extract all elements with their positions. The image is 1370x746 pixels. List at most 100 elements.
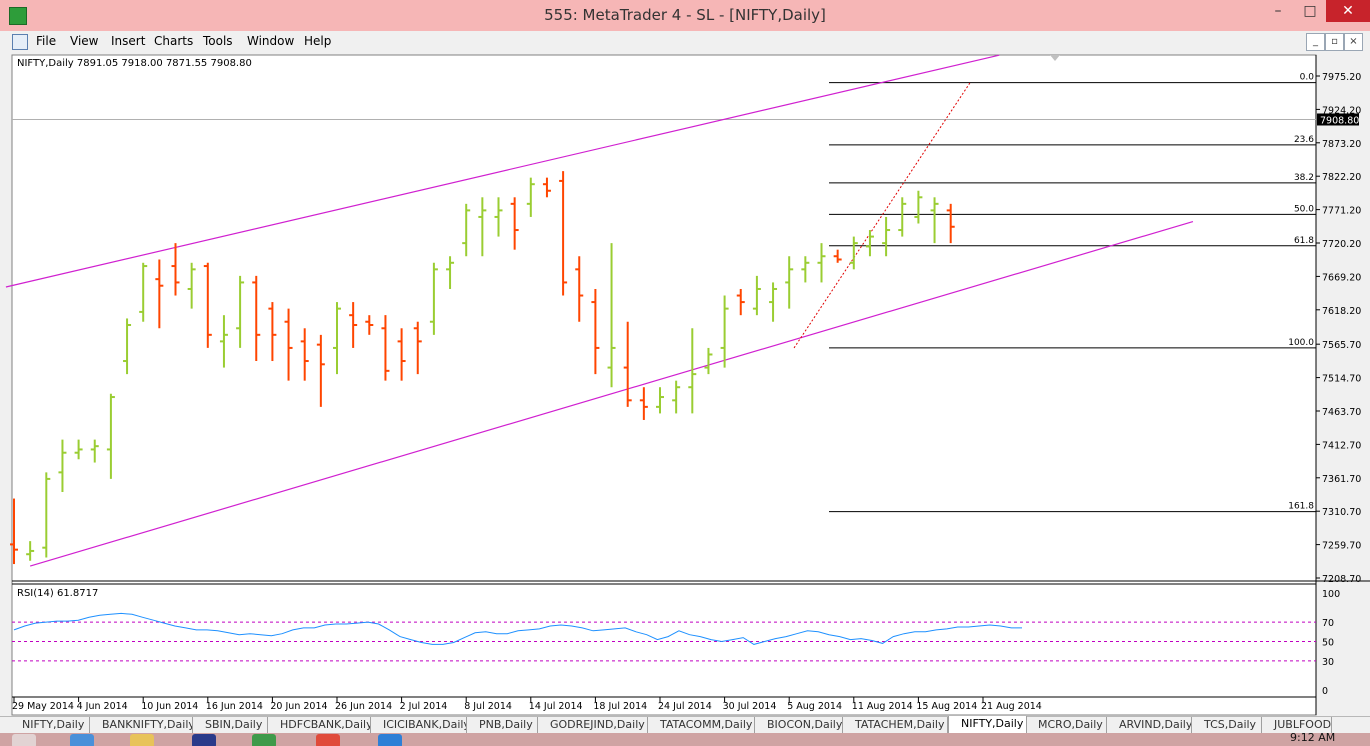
chart-tab[interactable]: TCS,Daily (1192, 717, 1262, 733)
ohlc-bar[interactable] (849, 236, 858, 270)
menu-file[interactable]: File (36, 34, 57, 48)
internet-explorer-icon[interactable] (70, 734, 94, 746)
chart-tab[interactable]: MCRO,Daily (1026, 717, 1107, 733)
maximize-button[interactable]: □ (1303, 3, 1317, 19)
chrome-icon[interactable] (316, 734, 340, 746)
channel-line[interactable] (5, 54, 1000, 288)
ohlc-bar[interactable] (397, 328, 406, 381)
ohlc-bar[interactable] (946, 203, 955, 244)
ohlc-bar[interactable] (720, 295, 729, 368)
ohlc-bar[interactable] (268, 302, 277, 362)
ohlc-bar[interactable] (607, 243, 616, 388)
ohlc-bar[interactable] (316, 334, 325, 407)
ohlc-bar[interactable] (865, 230, 874, 257)
ohlc-bar[interactable] (542, 177, 551, 198)
ohlc-bar[interactable] (252, 275, 261, 362)
ohlc-bar[interactable] (365, 315, 374, 335)
channel-line[interactable] (29, 220, 1194, 567)
chart-tab[interactable]: NIFTY,Daily (10, 717, 90, 733)
ohlc-bar[interactable] (42, 472, 51, 558)
ohlc-bar[interactable] (510, 197, 519, 250)
chart-tab[interactable]: ARVIND,Daily (1107, 717, 1192, 733)
chart-tab[interactable]: BIOCON,Daily (755, 717, 843, 733)
ohlc-bar[interactable] (429, 262, 438, 335)
ohlc-bar[interactable] (284, 308, 293, 381)
ohlc-bar[interactable] (688, 328, 697, 414)
ohlc-bar[interactable] (914, 190, 923, 224)
ohlc-bar[interactable] (236, 275, 245, 348)
ohlc-bar[interactable] (833, 249, 842, 263)
ohlc-bar[interactable] (704, 347, 713, 375)
ohlc-bar[interactable] (478, 197, 487, 257)
chart-tab[interactable]: ICICIBANK,Daily (371, 717, 467, 733)
ohlc-bar[interactable] (10, 498, 18, 565)
ohlc-bar[interactable] (203, 262, 212, 348)
ohlc-bar[interactable] (930, 197, 939, 244)
ohlc-bar[interactable] (526, 177, 535, 217)
fib-trend-line[interactable] (793, 82, 971, 349)
ohlc-bar[interactable] (58, 439, 67, 493)
chart-tab[interactable]: NIFTY,Daily (948, 716, 1027, 734)
ohlc-bar[interactable] (90, 439, 99, 463)
chart-shift-marker-icon[interactable] (1050, 55, 1060, 61)
ohlc-bar[interactable] (349, 302, 358, 348)
ohlc-bar[interactable] (106, 393, 115, 479)
ohlc-bar[interactable] (381, 315, 390, 381)
ohlc-bar[interactable] (591, 288, 600, 375)
ohlc-bar[interactable] (575, 256, 584, 322)
child-close-button[interactable]: × (1344, 33, 1363, 51)
menu-window[interactable]: Window (247, 34, 295, 48)
ohlc-bar[interactable] (74, 439, 83, 460)
file-explorer-icon[interactable] (130, 734, 154, 746)
chart-tab[interactable]: SBIN,Daily (193, 717, 268, 733)
chart-tab[interactable]: GODREJIND,Daily (538, 717, 648, 733)
chart-tab[interactable]: HDFCBANK,Daily (268, 717, 371, 733)
ohlc-bar[interactable] (123, 318, 132, 375)
ohlc-bar[interactable] (300, 328, 309, 381)
ohlc-bar[interactable] (462, 203, 471, 257)
ohlc-bar[interactable] (672, 380, 681, 414)
ohlc-bar[interactable] (623, 321, 632, 407)
ohlc-bar[interactable] (882, 216, 891, 257)
chart-tab[interactable]: TATACHEM,Daily (843, 717, 948, 733)
media-player-icon[interactable] (192, 734, 216, 746)
menu-help[interactable]: Help (304, 34, 332, 48)
ohlc-bar[interactable] (736, 288, 745, 316)
ohlc-bar[interactable] (139, 262, 148, 322)
ohlc-bar[interactable] (413, 321, 422, 375)
chart-area[interactable]: 0.0 23.6 38.2 50.0 61.8 100.0 161.8 7975.20 792… (0, 52, 1370, 716)
child-restore-button[interactable]: ▫ (1325, 33, 1344, 51)
menu-view[interactable]: View (70, 34, 99, 48)
ohlc-bar[interactable] (752, 275, 761, 316)
menu-charts[interactable]: Charts (154, 34, 194, 48)
menu-insert[interactable]: Insert (111, 34, 146, 48)
ohlc-bar[interactable] (559, 171, 568, 296)
ohlc-bar[interactable] (656, 387, 664, 414)
menu-tools[interactable]: Tools (203, 34, 233, 48)
ohlc-bar[interactable] (494, 197, 503, 237)
chart-window-icon[interactable] (12, 34, 28, 50)
ohlc-bar[interactable] (817, 243, 826, 283)
ohlc-bar[interactable] (639, 387, 648, 420)
ohlc-bar[interactable] (801, 256, 810, 283)
ohlc-bar[interactable] (333, 302, 341, 375)
ohlc-bar[interactable] (26, 541, 35, 561)
chart-tab[interactable]: TATACOMM,Daily (648, 717, 755, 733)
ohlc-bar[interactable] (785, 256, 794, 309)
puzzle-app-icon[interactable] (378, 734, 402, 746)
ohlc-bar[interactable] (446, 256, 455, 289)
chart-tab[interactable]: BANKNIFTY,Daily (90, 717, 193, 733)
close-button[interactable]: ✕ (1326, 0, 1370, 22)
chart-tab[interactable]: PNB,Daily (467, 717, 538, 733)
start-button-icon[interactable] (12, 734, 36, 746)
minimize-button[interactable]: – (1274, 3, 1282, 19)
ohlc-bar[interactable] (898, 197, 907, 237)
ohlc-bar[interactable] (187, 262, 196, 309)
ohlc-bar[interactable] (171, 243, 180, 296)
ohlc-bar[interactable] (769, 282, 778, 322)
metatrader-taskbar-icon[interactable] (252, 734, 276, 746)
ohlc-bar[interactable] (219, 315, 228, 368)
child-minimize-button[interactable]: _ (1306, 33, 1325, 51)
chart-tab[interactable]: JUBLFOOD (1262, 717, 1332, 733)
ohlc-bar[interactable] (155, 259, 164, 329)
